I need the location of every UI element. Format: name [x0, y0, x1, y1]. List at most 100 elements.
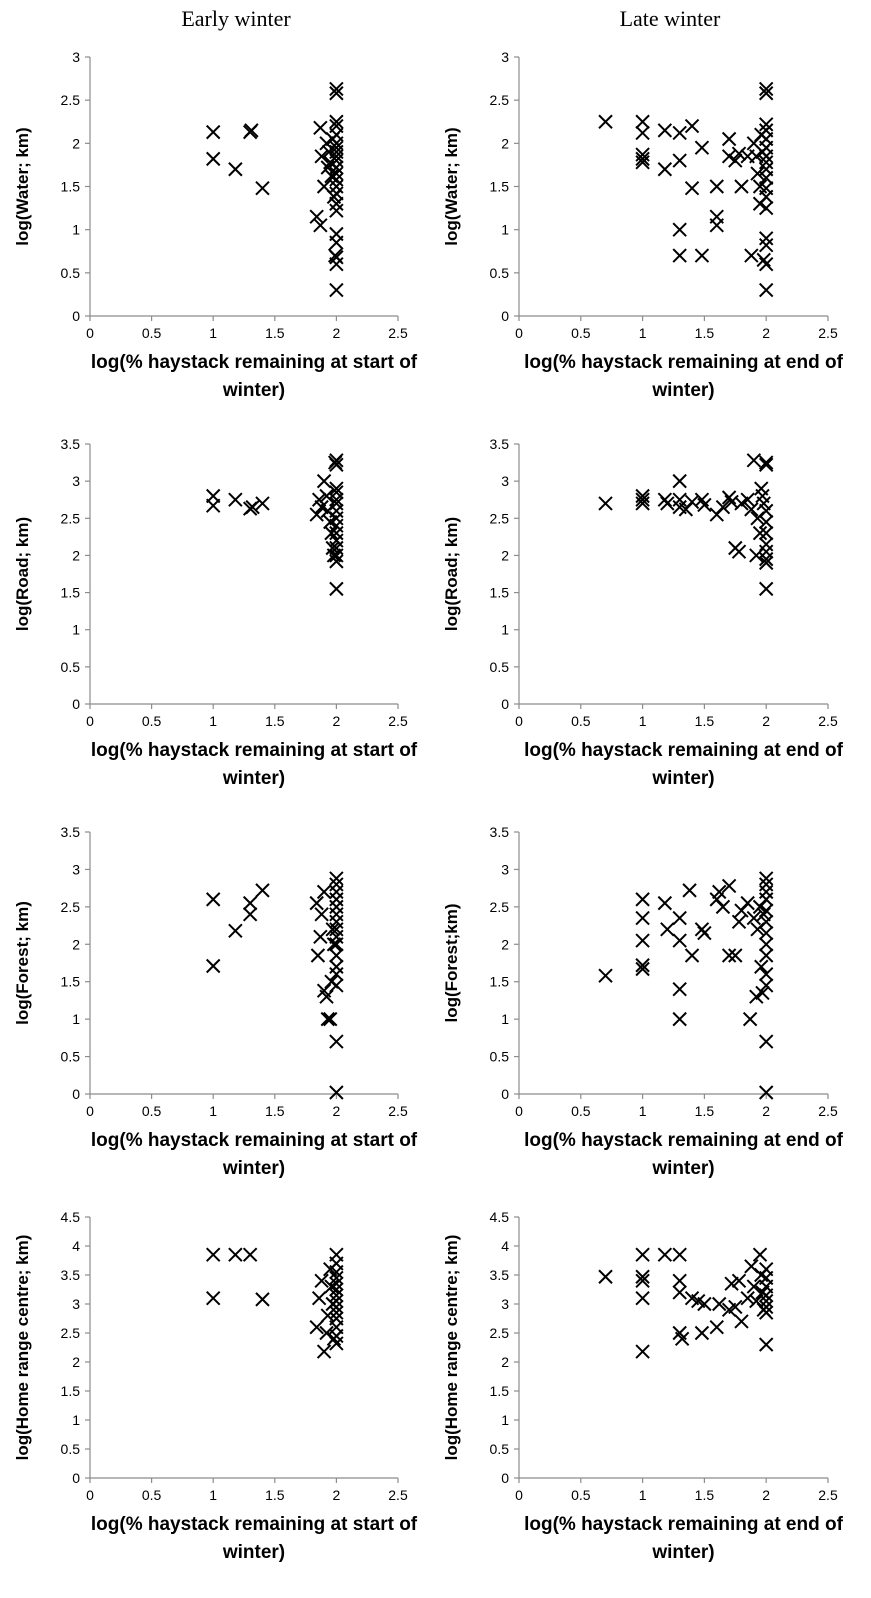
data-point-x-marker	[694, 1325, 710, 1341]
data-point-x-marker	[329, 899, 344, 915]
y-tick-label: 0.5	[61, 659, 81, 675]
x-tick-label: 2	[333, 1103, 341, 1119]
data-point-x-marker	[205, 958, 221, 974]
x-tick-label: 0	[515, 713, 523, 729]
x-axis-label: winter)	[222, 1158, 285, 1179]
data-point-x-marker	[672, 125, 687, 141]
y-axis-label: log(Home range centre; km)	[13, 1235, 32, 1461]
x-tick-label: 1.5	[265, 325, 285, 341]
y-tick-label: 2.5	[490, 92, 510, 108]
data-point-x-marker	[758, 117, 774, 132]
y-tick-label: 1.5	[61, 974, 81, 990]
data-point-x-marker	[329, 1270, 344, 1286]
data-point-x-marker	[758, 525, 774, 541]
data-point-x-marker	[758, 256, 774, 272]
x-tick-label: 2	[762, 1103, 770, 1119]
data-point-x-marker	[205, 1290, 221, 1306]
y-tick-label: 2	[72, 1354, 80, 1370]
y-tick-label: 2	[501, 1354, 509, 1370]
data-point-x-marker	[309, 209, 324, 224]
x-tick-label: 1	[209, 713, 217, 729]
y-axis-label: log(Road; km)	[13, 517, 32, 631]
y-tick-label: 0	[501, 1086, 509, 1102]
data-point-x-marker	[329, 172, 344, 187]
data-point-x-marker	[635, 1290, 650, 1306]
scatter-panel: 0 0.5 1 1.5 2 2.5 3 3.5 0 0.5 1 1.5 2 2.5 log(% haysta…	[442, 436, 844, 789]
data-point-x-marker	[329, 256, 344, 272]
x-tick-label: 0.5	[571, 1487, 591, 1503]
data-point-x-marker	[329, 81, 344, 97]
data-point-x-marker	[255, 496, 270, 511]
y-tick-label: 0.5	[490, 1049, 510, 1065]
y-tick-label: 4	[72, 1238, 80, 1254]
data-point-x-marker	[674, 1331, 690, 1347]
x-tick-label: 2.5	[818, 713, 838, 729]
x-tick-label: 1.5	[265, 1487, 285, 1503]
x-tick-label: 1	[639, 325, 647, 341]
data-point-x-marker	[697, 497, 712, 513]
data-point-x-marker	[635, 1344, 650, 1359]
data-point-x-marker	[329, 86, 344, 101]
x-tick-label: 0.5	[571, 325, 591, 341]
x-axis-label: log(% haystack remaining at end of	[524, 1514, 844, 1535]
data-point-x-marker	[329, 877, 344, 892]
data-point-x-marker	[329, 1299, 344, 1315]
data-point-x-marker	[672, 981, 687, 997]
y-tick-label: 3.5	[61, 1267, 81, 1283]
x-axis-label: winter)	[222, 380, 285, 401]
data-point-x-marker	[313, 218, 328, 233]
data-point-x-marker	[758, 1034, 774, 1049]
data-point-x-marker	[709, 179, 724, 194]
y-tick-label: 2.5	[61, 899, 81, 915]
y-axis-label: log(Water; km)	[13, 127, 32, 245]
data-point-x-marker	[684, 948, 700, 963]
x-tick-label: 1.5	[695, 1487, 715, 1503]
data-point-x-marker	[758, 877, 774, 892]
x-tick-label: 1	[639, 713, 647, 729]
data-point-x-marker	[242, 1247, 258, 1262]
data-point-x-marker	[684, 494, 700, 510]
data-point-x-marker	[635, 151, 650, 167]
data-point-x-marker	[758, 1305, 774, 1320]
data-point-x-marker	[244, 123, 259, 138]
data-point-x-marker	[310, 948, 326, 963]
data-point-x-marker	[329, 160, 344, 175]
y-tick-label: 1	[72, 622, 80, 638]
data-point-x-marker	[329, 518, 344, 533]
data-point-x-marker	[205, 1247, 221, 1262]
data-point-x-marker	[734, 179, 749, 194]
data-point-x-marker	[319, 488, 334, 504]
data-point-x-marker	[635, 492, 650, 507]
data-point-x-marker	[740, 492, 755, 507]
data-point-x-marker	[754, 959, 769, 974]
x-tick-label: 0	[515, 1103, 523, 1119]
data-point-x-marker	[758, 1085, 774, 1100]
data-point-x-marker	[758, 149, 774, 164]
x-tick-label: 0.5	[571, 713, 591, 729]
data-point-x-marker	[672, 1285, 687, 1300]
x-axis-label: log(% haystack remaining at start of	[91, 740, 418, 761]
data-point-x-marker	[758, 1299, 774, 1315]
x-tick-label: 1	[639, 1103, 647, 1119]
y-tick-label: 0.5	[61, 265, 81, 281]
data-point-x-marker	[746, 910, 762, 926]
data-point-x-marker	[721, 948, 737, 963]
data-point-x-marker	[758, 948, 774, 963]
y-tick-label: 1.5	[61, 585, 81, 601]
data-point-x-marker	[228, 162, 243, 177]
x-tick-label: 0	[86, 713, 94, 729]
scatter-panel: 0 0.5 1 1.5 2 2.5 3 3.5 0 0.5 1 1.5 2 2.5 log(% haysta…	[13, 436, 418, 789]
x-tick-label: 2	[333, 325, 341, 341]
data-point-x-marker	[758, 457, 774, 473]
x-axis-label: winter)	[222, 768, 285, 789]
x-axis-label: log(% haystack remaining at start of	[91, 352, 418, 373]
y-tick-label: 0.5	[61, 1441, 81, 1457]
scatter-panel: 0 0.5 1 1.5 2 2.5 3 3.5 4 4.5 0 0.5 1 1.5 2 2.5 log(% ha…	[13, 1209, 418, 1563]
data-point-x-marker	[635, 1269, 650, 1284]
data-point-x-marker	[255, 181, 270, 196]
y-tick-label: 1	[72, 1412, 80, 1428]
y-tick-label: 2	[501, 135, 509, 151]
y-tick-label: 3	[72, 861, 80, 877]
x-tick-label: 0.5	[142, 713, 162, 729]
data-point-x-marker	[731, 544, 747, 559]
